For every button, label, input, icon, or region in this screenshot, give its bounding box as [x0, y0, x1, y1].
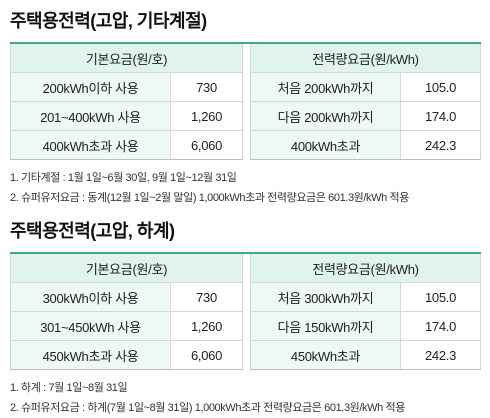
note-season: 1. 기타계절 : 1월 1일~6월 30일, 9월 1일~12월 31일	[10, 172, 237, 184]
energy-tier-label: 400kWh초과	[250, 130, 401, 160]
table-row: 200kWh이하 사용 730 처음 200kWh까지 105.0	[10, 72, 481, 102]
energy-charge-header: 전력량요금(원/kWh)	[250, 252, 481, 283]
note-season: 1. 하계 : 7월 1일~8월 31일	[10, 382, 128, 394]
basic-charge-header: 기본요금(원/호)	[10, 252, 243, 283]
basic-tier-value: 6,060	[170, 340, 243, 370]
notes: 1. 하계 : 7월 1일~8월 31일 2. 슈퍼유저요금 : 하계(7월 1…	[10, 378, 480, 418]
energy-tier-label: 처음 300kWh까지	[250, 282, 401, 312]
table-header-row: 기본요금(원/호) 전력량요금(원/kWh)	[10, 252, 481, 283]
basic-charge-header: 기본요금(원/호)	[10, 42, 243, 73]
basic-tier-value: 730	[170, 72, 243, 102]
energy-tier-value: 174.0	[400, 101, 481, 131]
table-row: 400kWh초과 사용 6,060 400kWh초과 242.3	[10, 130, 481, 160]
basic-tier-value: 1,260	[170, 311, 243, 341]
note-super-user: 2. 슈퍼유저요금 : 하계(7월 1일~8월 31일) 1,000kWh초과 …	[10, 402, 405, 414]
table-header-row: 기본요금(원/호) 전력량요금(원/kWh)	[10, 42, 481, 73]
note-super-user: 2. 슈퍼유저요금 : 동계(12월 1일~2월 말일) 1,000kWh초과 …	[10, 192, 409, 204]
table-row: 301~450kWh 사용 1,260 다음 150kWh까지 174.0	[10, 311, 481, 341]
table-row: 450kWh초과 사용 6,060 450kWh초과 242.3	[10, 340, 481, 370]
energy-tier-label: 다음 200kWh까지	[250, 101, 401, 131]
basic-tier-value: 730	[170, 282, 243, 312]
basic-tier-label: 400kWh초과 사용	[10, 130, 171, 160]
basic-tier-value: 1,260	[170, 101, 243, 131]
energy-charge-header: 전력량요금(원/kWh)	[250, 42, 481, 73]
section-title: 주택용전력(고압, 하계)	[10, 221, 175, 241]
table-row: 300kWh이하 사용 730 처음 300kWh까지 105.0	[10, 282, 481, 312]
rate-table: 기본요금(원/호) 전력량요금(원/kWh) 200kWh이하 사용 730 처…	[10, 42, 481, 160]
section-summer: 주택용전력(고압, 하계) 기본요금(원/호) 전력량요금(원/kWh) 300…	[10, 218, 481, 418]
notes: 1. 기타계절 : 1월 1일~6월 30일, 9월 1일~12월 31일 2.…	[10, 168, 480, 208]
basic-tier-label: 201~400kWh 사용	[10, 101, 171, 131]
energy-tier-label: 450kWh초과	[250, 340, 401, 370]
basic-tier-label: 450kWh초과 사용	[10, 340, 171, 370]
basic-tier-label: 200kWh이하 사용	[10, 72, 171, 102]
section-other-seasons: 주택용전력(고압, 기타계절) 기본요금(원/호) 전력량요금(원/kWh) 2…	[10, 8, 481, 208]
basic-tier-value: 6,060	[170, 130, 243, 160]
energy-tier-label: 처음 200kWh까지	[250, 72, 401, 102]
section-title: 주택용전력(고압, 기타계절)	[10, 11, 207, 31]
energy-tier-value: 105.0	[400, 72, 481, 102]
energy-tier-value: 242.3	[400, 340, 481, 370]
rate-table: 기본요금(원/호) 전력량요금(원/kWh) 300kWh이하 사용 730 처…	[10, 252, 481, 370]
basic-tier-label: 301~450kWh 사용	[10, 311, 171, 341]
energy-tier-value: 105.0	[400, 282, 481, 312]
basic-tier-label: 300kWh이하 사용	[10, 282, 171, 312]
table-row: 201~400kWh 사용 1,260 다음 200kWh까지 174.0	[10, 101, 481, 131]
energy-tier-value: 174.0	[400, 311, 481, 341]
energy-tier-label: 다음 150kWh까지	[250, 311, 401, 341]
energy-tier-value: 242.3	[400, 130, 481, 160]
